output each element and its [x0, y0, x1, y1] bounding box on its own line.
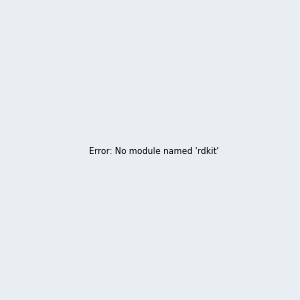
Text: Error: No module named 'rdkit': Error: No module named 'rdkit'	[89, 147, 219, 156]
